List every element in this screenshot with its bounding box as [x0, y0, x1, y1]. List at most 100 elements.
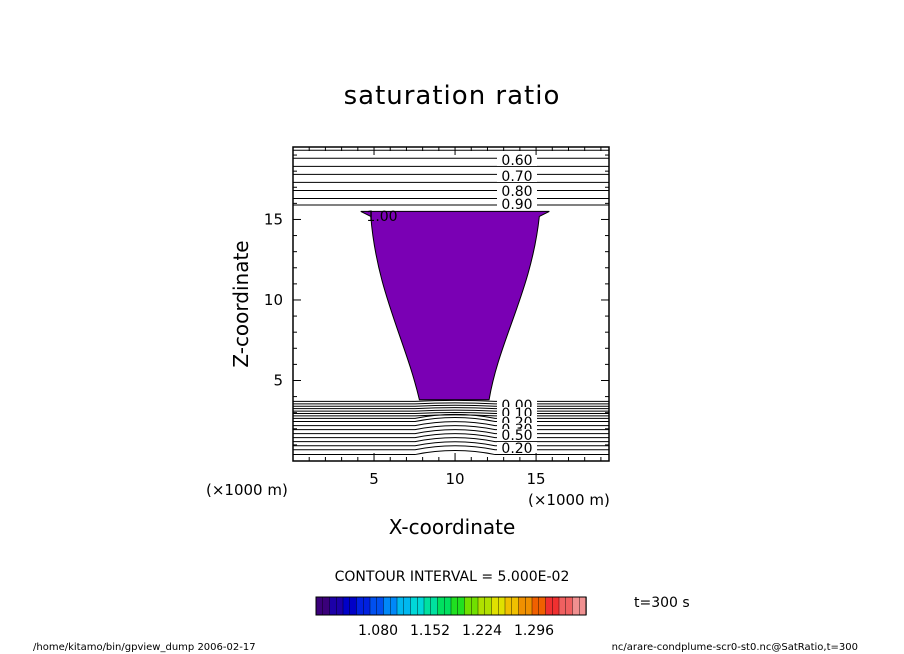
contour-label: 1.00	[366, 209, 397, 225]
colorbar-cell	[471, 596, 479, 616]
colorbar-cell	[329, 596, 337, 616]
colorbar-cell	[383, 596, 391, 616]
contour-label: 0.60	[501, 153, 532, 169]
colorbar-cell	[558, 596, 567, 616]
colorbar	[315, 596, 587, 616]
label-bg	[497, 184, 537, 197]
contour-line	[293, 441, 609, 447]
colorbar-labels: 1.080 1.152 1.224 1.296	[358, 623, 554, 639]
colorbar-cell	[403, 596, 412, 616]
colorbar-cell	[396, 596, 405, 616]
colorbar-cell	[518, 596, 526, 616]
colorbar-cell	[336, 596, 344, 616]
colorbar-cell	[430, 596, 439, 616]
contour-label: 0.20	[501, 441, 532, 457]
colorbar-cell	[349, 596, 358, 616]
footer-right: nc/arare-condplume-scr0-st0.nc@SatRatio,…	[612, 642, 858, 653]
colorbar-cell	[450, 596, 459, 616]
colorbar-cell	[457, 596, 466, 616]
contour-line	[293, 414, 609, 417]
colorbar-label: 1.152	[410, 623, 450, 639]
colorbar-cell	[531, 596, 540, 616]
colorbar-cell	[477, 596, 486, 616]
colorbar-label: 1.080	[358, 623, 398, 639]
colorbar-cell	[342, 596, 351, 616]
label-bg	[497, 442, 537, 454]
x-tick-label: 10	[446, 470, 465, 488]
x-tick-label: 5	[369, 470, 379, 488]
label-bg	[497, 169, 537, 182]
colorbar-cell	[464, 596, 472, 616]
colorbar-label: 1.296	[514, 623, 554, 639]
colorbar-cell	[565, 596, 574, 616]
contour-line	[293, 433, 609, 439]
footer-left: /home/kitamo/bin/gpview_dump 2006-02-17	[33, 642, 256, 653]
contour-label: 0.70	[501, 169, 532, 185]
contour-label: 0.50	[501, 428, 532, 444]
y-tick-label: 15	[264, 210, 283, 228]
y-ticks: 5 10 15	[264, 154, 609, 446]
y-tick-label: 10	[264, 291, 283, 309]
y-unit-label: (×1000 m)	[206, 481, 288, 499]
contour-line	[293, 399, 609, 402]
colorbar-cell	[390, 596, 398, 616]
upper-contour-lines	[293, 149, 609, 206]
contour-line	[293, 409, 609, 412]
y-tick-label: 5	[273, 371, 283, 389]
contour-line	[293, 412, 609, 414]
x-unit-label: (×1000 m)	[528, 491, 610, 509]
contour-line	[293, 421, 609, 427]
contour-line	[293, 437, 609, 443]
contour-line	[293, 445, 609, 451]
contour-label: 0.90	[501, 197, 532, 213]
colorbar-label: 1.224	[462, 623, 502, 639]
contour-line	[293, 407, 609, 410]
colorbar-frame	[315, 596, 587, 616]
colorbar-cell	[545, 596, 553, 616]
contour-interval-text: CONTOUR INTERVAL = 5.000E-02	[335, 569, 570, 585]
contour-line	[293, 425, 609, 431]
colorbar-cell	[498, 596, 506, 616]
colorbar-cell	[579, 596, 587, 616]
colorbar-cell	[484, 596, 493, 616]
colorbar-cell	[376, 596, 385, 616]
colorbar-cell	[538, 596, 547, 616]
contour-line	[293, 417, 609, 423]
plot-frame	[292, 146, 610, 462]
contour-line	[293, 402, 609, 405]
label-bg	[497, 197, 537, 210]
colorbar-cell	[525, 596, 533, 616]
chart-title: saturation ratio	[344, 81, 561, 111]
colorbar-cell	[572, 596, 580, 616]
colorbar-cell	[423, 596, 432, 616]
label-bg	[497, 429, 537, 441]
colorbar-cell	[511, 596, 520, 616]
contour-line	[293, 429, 609, 435]
x-axis-label: X-coordinate	[389, 515, 516, 539]
colorbar-cell	[369, 596, 378, 616]
shaded-region	[360, 210, 550, 401]
colorbar-cell	[437, 596, 445, 616]
colorbar-cell	[410, 596, 418, 616]
label-bg	[497, 153, 537, 166]
lower-contour-lines	[293, 399, 609, 456]
contour-line	[293, 413, 609, 419]
contour-line	[293, 450, 609, 456]
x-ticks: 5 10 15	[308, 147, 602, 488]
plot-area: 0.600.700.800.90 1.00 0.000.100.200.300.5…	[264, 146, 610, 488]
colorbar-cell	[356, 596, 364, 616]
contour-line	[293, 404, 609, 407]
time-label: t=300 s	[634, 595, 690, 611]
y-axis-label: Z-coordinate	[229, 240, 253, 367]
colorbar-cell	[552, 596, 560, 616]
x-tick-label: 15	[527, 470, 546, 488]
colorbar-cell	[491, 596, 499, 616]
colorbar-cell	[417, 596, 425, 616]
colorbar-cell	[444, 596, 452, 616]
colorbar-cell	[322, 596, 331, 616]
upper-contour-labels: 0.600.700.800.90 1.00	[366, 153, 537, 225]
contour-label: 0.80	[501, 184, 532, 200]
colorbar-cell	[363, 596, 371, 616]
colorbar-cell	[504, 596, 513, 616]
